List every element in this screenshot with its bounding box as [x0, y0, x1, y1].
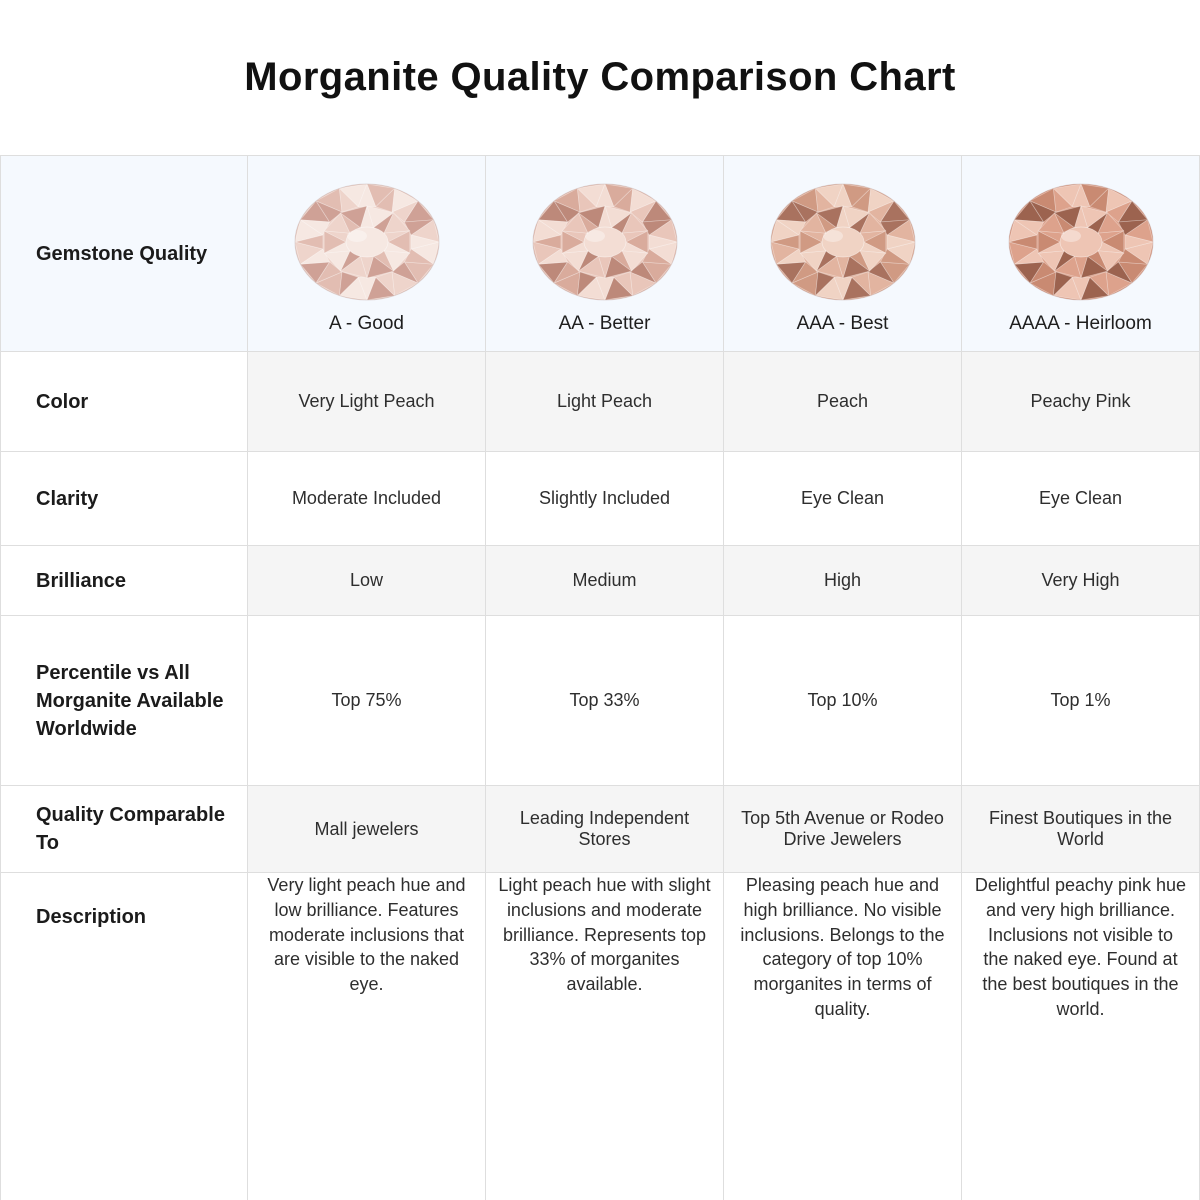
cell-percentile-aaaa: Top 1%	[961, 615, 1200, 786]
cell-brilliance-aaa: High	[723, 545, 962, 616]
grade-column-aa-better: AA - Better	[485, 155, 724, 352]
grade-label-aa-better: AA - Better	[558, 312, 651, 334]
gem-image-aaa-best	[768, 181, 918, 303]
cell-clarity-aa: Slightly Included	[485, 451, 724, 546]
grade-column-aaaa-heirloom: AAAA - Heirloom	[961, 155, 1200, 352]
row-label-quality-comparable: Quality Comparable To	[0, 785, 248, 873]
cell-comparable-aaaa: Finest Boutiques in the World	[961, 785, 1200, 873]
row-description: Description Very light peach hue and low…	[0, 872, 1200, 1200]
cell-percentile-aaa: Top 10%	[723, 615, 962, 786]
grade-label-aaaa-heirloom: AAAA - Heirloom	[1009, 312, 1152, 334]
cell-percentile-aa: Top 33%	[485, 615, 724, 786]
cell-comparable-aa: Leading Independent Stores	[485, 785, 724, 873]
row-quality-comparable: Quality Comparable To Mall jewelers Lead…	[0, 785, 1200, 873]
grade-label-a-good: A - Good	[329, 312, 404, 334]
cell-color-aaaa: Peachy Pink	[961, 351, 1200, 452]
row-label-color: Color	[0, 351, 248, 452]
gem-image-aa-better	[530, 181, 680, 303]
corner-header-cell: Gemstone Quality	[0, 155, 248, 352]
cell-brilliance-aa: Medium	[485, 545, 724, 616]
gem-image-aaaa-heirloom	[1006, 181, 1156, 303]
row-label-percentile: Percentile vs All Morganite Available Wo…	[0, 615, 248, 786]
row-label-description: Description	[0, 872, 248, 1200]
title-band: Morganite Quality Comparison Chart	[0, 0, 1200, 155]
gem-image-a-good	[292, 181, 442, 303]
cell-brilliance-a: Low	[247, 545, 486, 616]
row-brilliance: Brilliance Low Medium High Very High	[0, 545, 1200, 616]
row-percentile: Percentile vs All Morganite Available Wo…	[0, 615, 1200, 786]
cell-color-aaa: Peach	[723, 351, 962, 452]
cell-comparable-aaa: Top 5th Avenue or Rodeo Drive Jewelers	[723, 785, 962, 873]
page-title: Morganite Quality Comparison Chart	[244, 55, 956, 99]
row-label-brilliance: Brilliance	[0, 545, 248, 616]
cell-description-aa: Light peach hue with slight inclusions a…	[485, 872, 724, 1200]
cell-description-a: Very light peach hue and low brilliance.…	[247, 872, 486, 1200]
grade-label-aaa-best: AAA - Best	[796, 312, 889, 334]
table-header-row: Gemstone Quality A - Good AA - Better AA…	[0, 155, 1200, 352]
cell-comparable-a: Mall jewelers	[247, 785, 486, 873]
row-label-clarity: Clarity	[0, 451, 248, 546]
cell-percentile-a: Top 75%	[247, 615, 486, 786]
grade-column-aaa-best: AAA - Best	[723, 155, 962, 352]
cell-brilliance-aaaa: Very High	[961, 545, 1200, 616]
cell-color-a: Very Light Peach	[247, 351, 486, 452]
cell-description-aaaa: Delightful peachy pink hue and very high…	[961, 872, 1200, 1200]
cell-description-aaa: Pleasing peach hue and high brilliance. …	[723, 872, 962, 1200]
row-clarity: Clarity Moderate Included Slightly Inclu…	[0, 451, 1200, 546]
cell-clarity-aaa: Eye Clean	[723, 451, 962, 546]
cell-clarity-a: Moderate Included	[247, 451, 486, 546]
row-color: Color Very Light Peach Light Peach Peach…	[0, 351, 1200, 452]
grade-column-a-good: A - Good	[247, 155, 486, 352]
comparison-table: Gemstone Quality A - Good AA - Better AA…	[0, 155, 1200, 1200]
cell-color-aa: Light Peach	[485, 351, 724, 452]
cell-clarity-aaaa: Eye Clean	[961, 451, 1200, 546]
